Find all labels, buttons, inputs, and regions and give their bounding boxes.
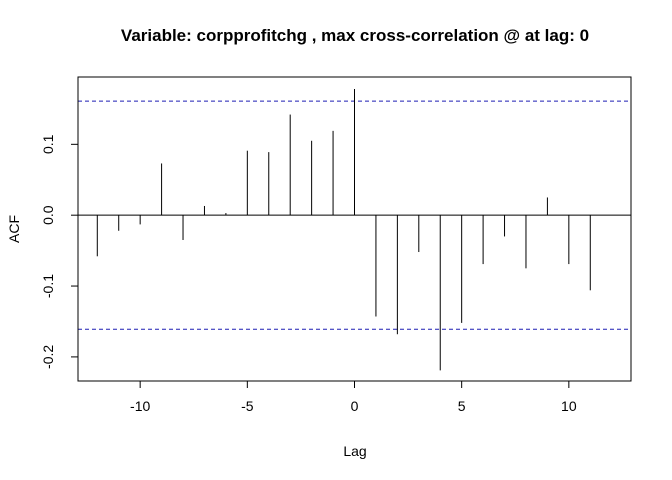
y-axis: -0.2 -0.1 0.0 0.1 — [40, 134, 79, 369]
x-tick-label: 10 — [561, 398, 577, 414]
x-axis: -10 -5 0 5 10 — [130, 380, 577, 414]
x-tick-label: -10 — [130, 398, 150, 414]
chart-title: Variable: corpprofitchg , max cross-corr… — [121, 26, 589, 45]
x-tick-label: 5 — [458, 398, 466, 414]
x-axis-label: Lag — [343, 443, 366, 459]
y-tick-label: -0.2 — [40, 345, 56, 369]
y-axis-label: ACF — [6, 215, 22, 243]
x-tick-label: -5 — [241, 398, 254, 414]
y-tick-label: 0.0 — [40, 205, 56, 225]
plot-area — [78, 89, 631, 371]
x-tick-label: 0 — [351, 398, 359, 414]
y-tick-label: 0.1 — [40, 134, 56, 154]
y-tick-label: -0.1 — [40, 274, 56, 298]
